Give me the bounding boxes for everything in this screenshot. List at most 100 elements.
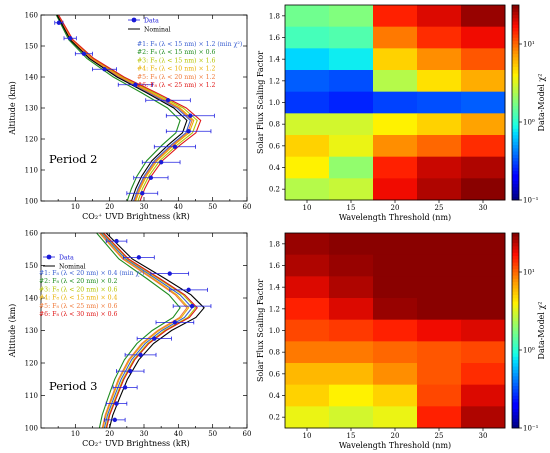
heatmap-cell: [417, 178, 462, 201]
data-point: [189, 303, 195, 309]
colorbar-segment: [512, 421, 519, 426]
legend-series-label: #3: F₈ (λ < 15 nm) × 1.6: [137, 57, 215, 64]
colorbar-segment: [512, 285, 519, 289]
legend-series-label: #5: F₈ (λ < 25 nm) × 0.6: [39, 303, 117, 310]
y-tick-label: 1.6: [269, 34, 281, 42]
heatmap-cell: [285, 113, 330, 136]
x-axis-label: CO₂⁺ UVD Brightness (kR): [82, 212, 190, 221]
heatmap-cell: [417, 91, 462, 114]
heatmap-panel-1: 10 15 20 25 30 0.2 0.4 0.6 0.8 1.0 1.2 1.4 1.6 1.8 Wav…: [256, 4, 546, 222]
heatmap-cell: [373, 341, 418, 364]
data-point: [186, 287, 191, 293]
legend-series-label: #1: F₈ (λ < 20 nm) × 0.4 (min χ²): [39, 270, 144, 277]
data-point: [133, 82, 138, 87]
colorbar-segment: [512, 125, 519, 129]
y-tick-label: 150: [25, 43, 38, 51]
y-tick-label: 1.4: [269, 56, 281, 64]
colorbar-segment: [512, 343, 519, 348]
heatmap-cell: [373, 298, 418, 321]
colorbar-segment: [512, 366, 519, 370]
y-tick-label: 100: [25, 425, 38, 433]
colorbar-segment: [512, 151, 519, 155]
colorbar-segment: [512, 369, 519, 374]
data-point: [172, 320, 178, 325]
line-panel-2: 10 20 30 40 50 60 100 110 120 130 140 150 160 CO₂⁺ UV…: [8, 230, 251, 449]
heatmap-cell: [461, 341, 506, 364]
x-axis-label: Wavelength Threshold (nm): [339, 213, 451, 222]
data-point: [136, 255, 142, 260]
colorbar-segment: [512, 89, 519, 94]
colorbar-segment: [512, 177, 519, 181]
heatmap-cell: [417, 406, 462, 429]
y-tick-label: 1.6: [269, 262, 281, 270]
colorbar-segment: [512, 115, 519, 120]
colorbar-segment: [512, 398, 519, 403]
model-curve: [96, 232, 181, 429]
y-tick-label: 1.4: [269, 284, 281, 292]
y-tick-label: 110: [25, 167, 38, 175]
heatmap-cell: [329, 384, 374, 407]
colorbar-segment: [512, 8, 519, 12]
colorbar-segment: [512, 298, 519, 302]
heatmap-cell: [329, 48, 374, 71]
heatmap-cell: [285, 341, 330, 364]
colorbar-segment: [512, 424, 519, 429]
model-curve: [103, 232, 198, 429]
colorbar-segment: [512, 180, 519, 185]
colorbar-segment: [512, 408, 519, 413]
colorbar-segment: [512, 405, 519, 409]
heatmap-cell: [373, 233, 418, 256]
colorbar-segment: [512, 193, 519, 198]
heatmap-cell: [329, 178, 374, 201]
colorbar-segment: [512, 389, 519, 393]
colorbar-segment: [512, 272, 519, 276]
heatmap-cell: [285, 233, 330, 256]
model-curve: [56, 14, 188, 202]
model-curve: [102, 232, 197, 429]
colorbar-segment: [512, 96, 519, 100]
heatmap-cell: [285, 5, 330, 28]
heatmap-cell: [285, 276, 330, 299]
x-axis-label: Wavelength Threshold (nm): [339, 441, 451, 450]
colorbar-segment: [512, 141, 519, 146]
x-tick-label: 60: [243, 203, 252, 211]
heatmap-cell: [285, 91, 330, 114]
colorbar-segment: [512, 5, 519, 9]
colorbar-segment: [512, 246, 519, 250]
model-curve: [99, 232, 190, 429]
line-panel-1: 10 20 30 40 50 60 100 110 120 130 140 150 160 CO₂⁺ UV…: [8, 12, 251, 222]
colorbar-segment: [512, 196, 519, 201]
colorbar-segment: [512, 385, 519, 390]
heatmap-cell: [373, 26, 418, 49]
colorbar-segment: [512, 60, 519, 64]
x-tick-label: 10: [71, 430, 80, 438]
colorbar-segment: [512, 379, 519, 383]
colorbar-segment: [512, 327, 519, 331]
x-tick-label: 10: [303, 204, 312, 212]
colorbar-segment: [512, 291, 519, 296]
colorbar-segment: [512, 122, 519, 126]
colorbar-segment: [512, 34, 519, 38]
y-tick-label: 0.8: [269, 121, 280, 129]
colorbar-segment: [512, 415, 519, 419]
y-tick-label: 160: [25, 12, 38, 20]
heatmap-cell: [285, 156, 330, 179]
colorbar-segment: [512, 265, 519, 270]
y-tick-label: 1.2: [269, 305, 280, 313]
y-tick-label: 130: [25, 327, 38, 335]
model-curve: [105, 232, 205, 429]
heatmap-cell: [461, 91, 506, 114]
y-tick-label: 1.8: [269, 12, 280, 20]
heatmap-cell: [285, 48, 330, 71]
y-tick-label: 0.2: [269, 414, 280, 422]
heatmap-cell: [417, 48, 462, 71]
heatmap-cell: [373, 48, 418, 71]
y-tick-label: 100: [25, 198, 38, 206]
legend-series-label: #2: F₈ (λ < 20 nm) × 0.2: [39, 278, 117, 285]
legend-series-label: #1: F₈ (λ < 15 nm) × 1.2 (min χ²): [137, 41, 242, 48]
model-curve: [55, 14, 181, 202]
colorbar-segment: [512, 14, 519, 19]
data-point: [158, 160, 164, 165]
colorbar-segment: [512, 275, 519, 279]
y-tick-label: 1.0: [269, 99, 280, 107]
